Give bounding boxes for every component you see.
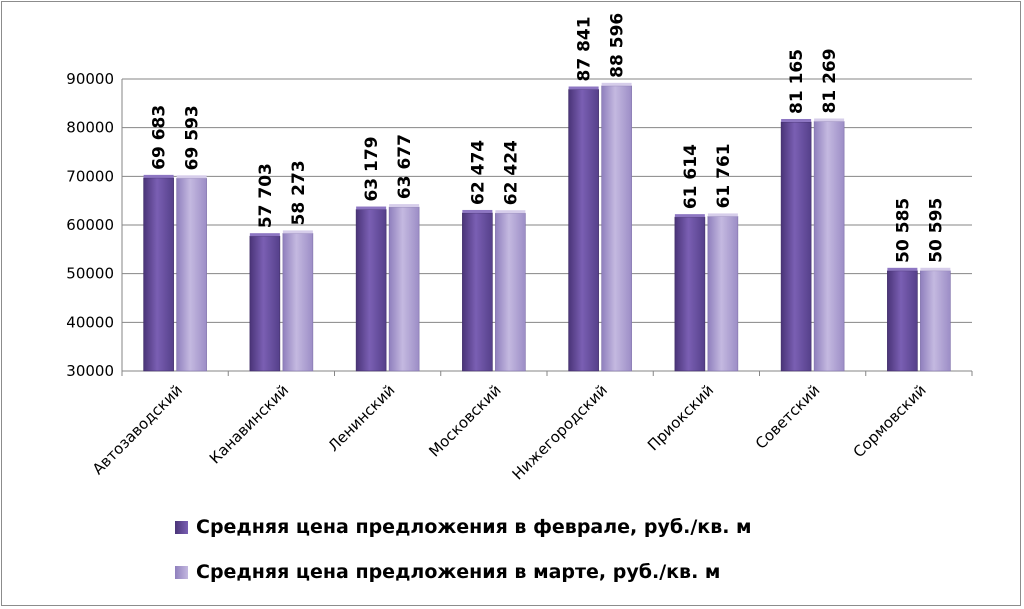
x-axis-categories: Автозаводский Канавинский Ленинский Московс…	[89, 381, 930, 483]
bar-cap	[249, 233, 280, 237]
bar-cap	[143, 174, 174, 178]
data-label: 69 593	[183, 105, 203, 170]
y-tick-label: 40000	[66, 313, 114, 331]
data-label: 61 761	[714, 143, 734, 208]
bars-layer	[143, 82, 951, 372]
data-label: 62 474	[468, 140, 488, 205]
bar-cap	[282, 230, 313, 234]
bar-february	[143, 177, 174, 372]
data-label: 88 596	[608, 13, 628, 78]
bar-march	[495, 212, 526, 372]
y-tick-label: 90000	[66, 70, 114, 88]
x-category-label: Сормовский	[850, 381, 930, 461]
bar-february	[568, 89, 599, 372]
bar-february	[780, 121, 812, 372]
y-tick-label: 70000	[66, 167, 114, 185]
bar-march	[813, 121, 845, 372]
bar-cap	[176, 175, 207, 179]
data-labels-layer: 69 683 69 593 57 703 58 273 63 179 63 677 62 4…	[150, 13, 947, 263]
y-tick-label: 60000	[66, 216, 114, 234]
bar-february	[674, 216, 706, 372]
data-label: 63 179	[362, 136, 382, 201]
bar-february	[249, 235, 281, 372]
x-category-label: Канавинский	[206, 381, 292, 467]
bar-february	[355, 209, 387, 372]
bar-cap	[920, 267, 951, 271]
legend-swatch-february	[175, 520, 188, 534]
bar-cap	[674, 214, 705, 218]
data-label: 57 703	[256, 163, 276, 228]
y-tick-label: 30000	[66, 362, 114, 380]
bar-cap	[781, 118, 812, 122]
y-axis-ticks: 30000 40000 50000 60000 70000 80000 90000	[66, 70, 114, 380]
bar-march	[176, 178, 207, 372]
grid-layer	[121, 78, 973, 376]
legend-item-february: Средняя цена предложения в феврале, руб.…	[175, 516, 752, 538]
y-tick-label: 80000	[66, 119, 114, 137]
bar-march	[920, 270, 951, 372]
bar-cap	[495, 210, 526, 214]
bar-cap	[389, 204, 420, 208]
data-label: 87 841	[575, 16, 595, 81]
bar-march	[388, 206, 420, 372]
x-category-label: Ленинский	[324, 381, 398, 455]
y-tick-label: 50000	[66, 265, 114, 283]
bar-march	[707, 216, 739, 372]
x-category-label: Советский	[752, 381, 824, 453]
bar-cap	[356, 206, 387, 210]
legend-swatch-march	[175, 565, 188, 579]
bar-cap	[814, 118, 845, 122]
data-label: 63 677	[395, 134, 415, 199]
bar-cap	[601, 82, 632, 86]
legend-label-february: Средняя цена предложения в феврале, руб.…	[196, 516, 752, 538]
data-label: 62 424	[501, 140, 521, 205]
x-category-label: Автозаводский	[89, 381, 186, 478]
legend-label-march: Средняя цена предложения в марте, руб./к…	[196, 561, 721, 583]
bar-cap	[568, 86, 599, 90]
data-label: 50 595	[926, 198, 946, 263]
bar-february	[462, 212, 493, 372]
data-label: 81 165	[787, 49, 807, 114]
legend-item-march: Средняя цена предложения в марте, руб./к…	[175, 561, 720, 583]
x-category-label: Московский	[425, 381, 504, 460]
data-label: 69 683	[150, 105, 170, 170]
x-category-label: Нижегородский	[509, 381, 611, 483]
bar-cap	[462, 209, 493, 213]
data-label: 61 614	[681, 144, 701, 209]
data-label: 81 269	[820, 48, 840, 113]
bar-february	[887, 270, 918, 372]
data-label: 58 273	[289, 160, 309, 225]
data-label: 50 585	[893, 198, 913, 263]
bar-cap	[707, 213, 738, 217]
x-category-label: Приокский	[644, 381, 717, 454]
bar-march	[282, 233, 314, 372]
bar-march	[601, 85, 632, 372]
bar-cap	[887, 267, 918, 271]
